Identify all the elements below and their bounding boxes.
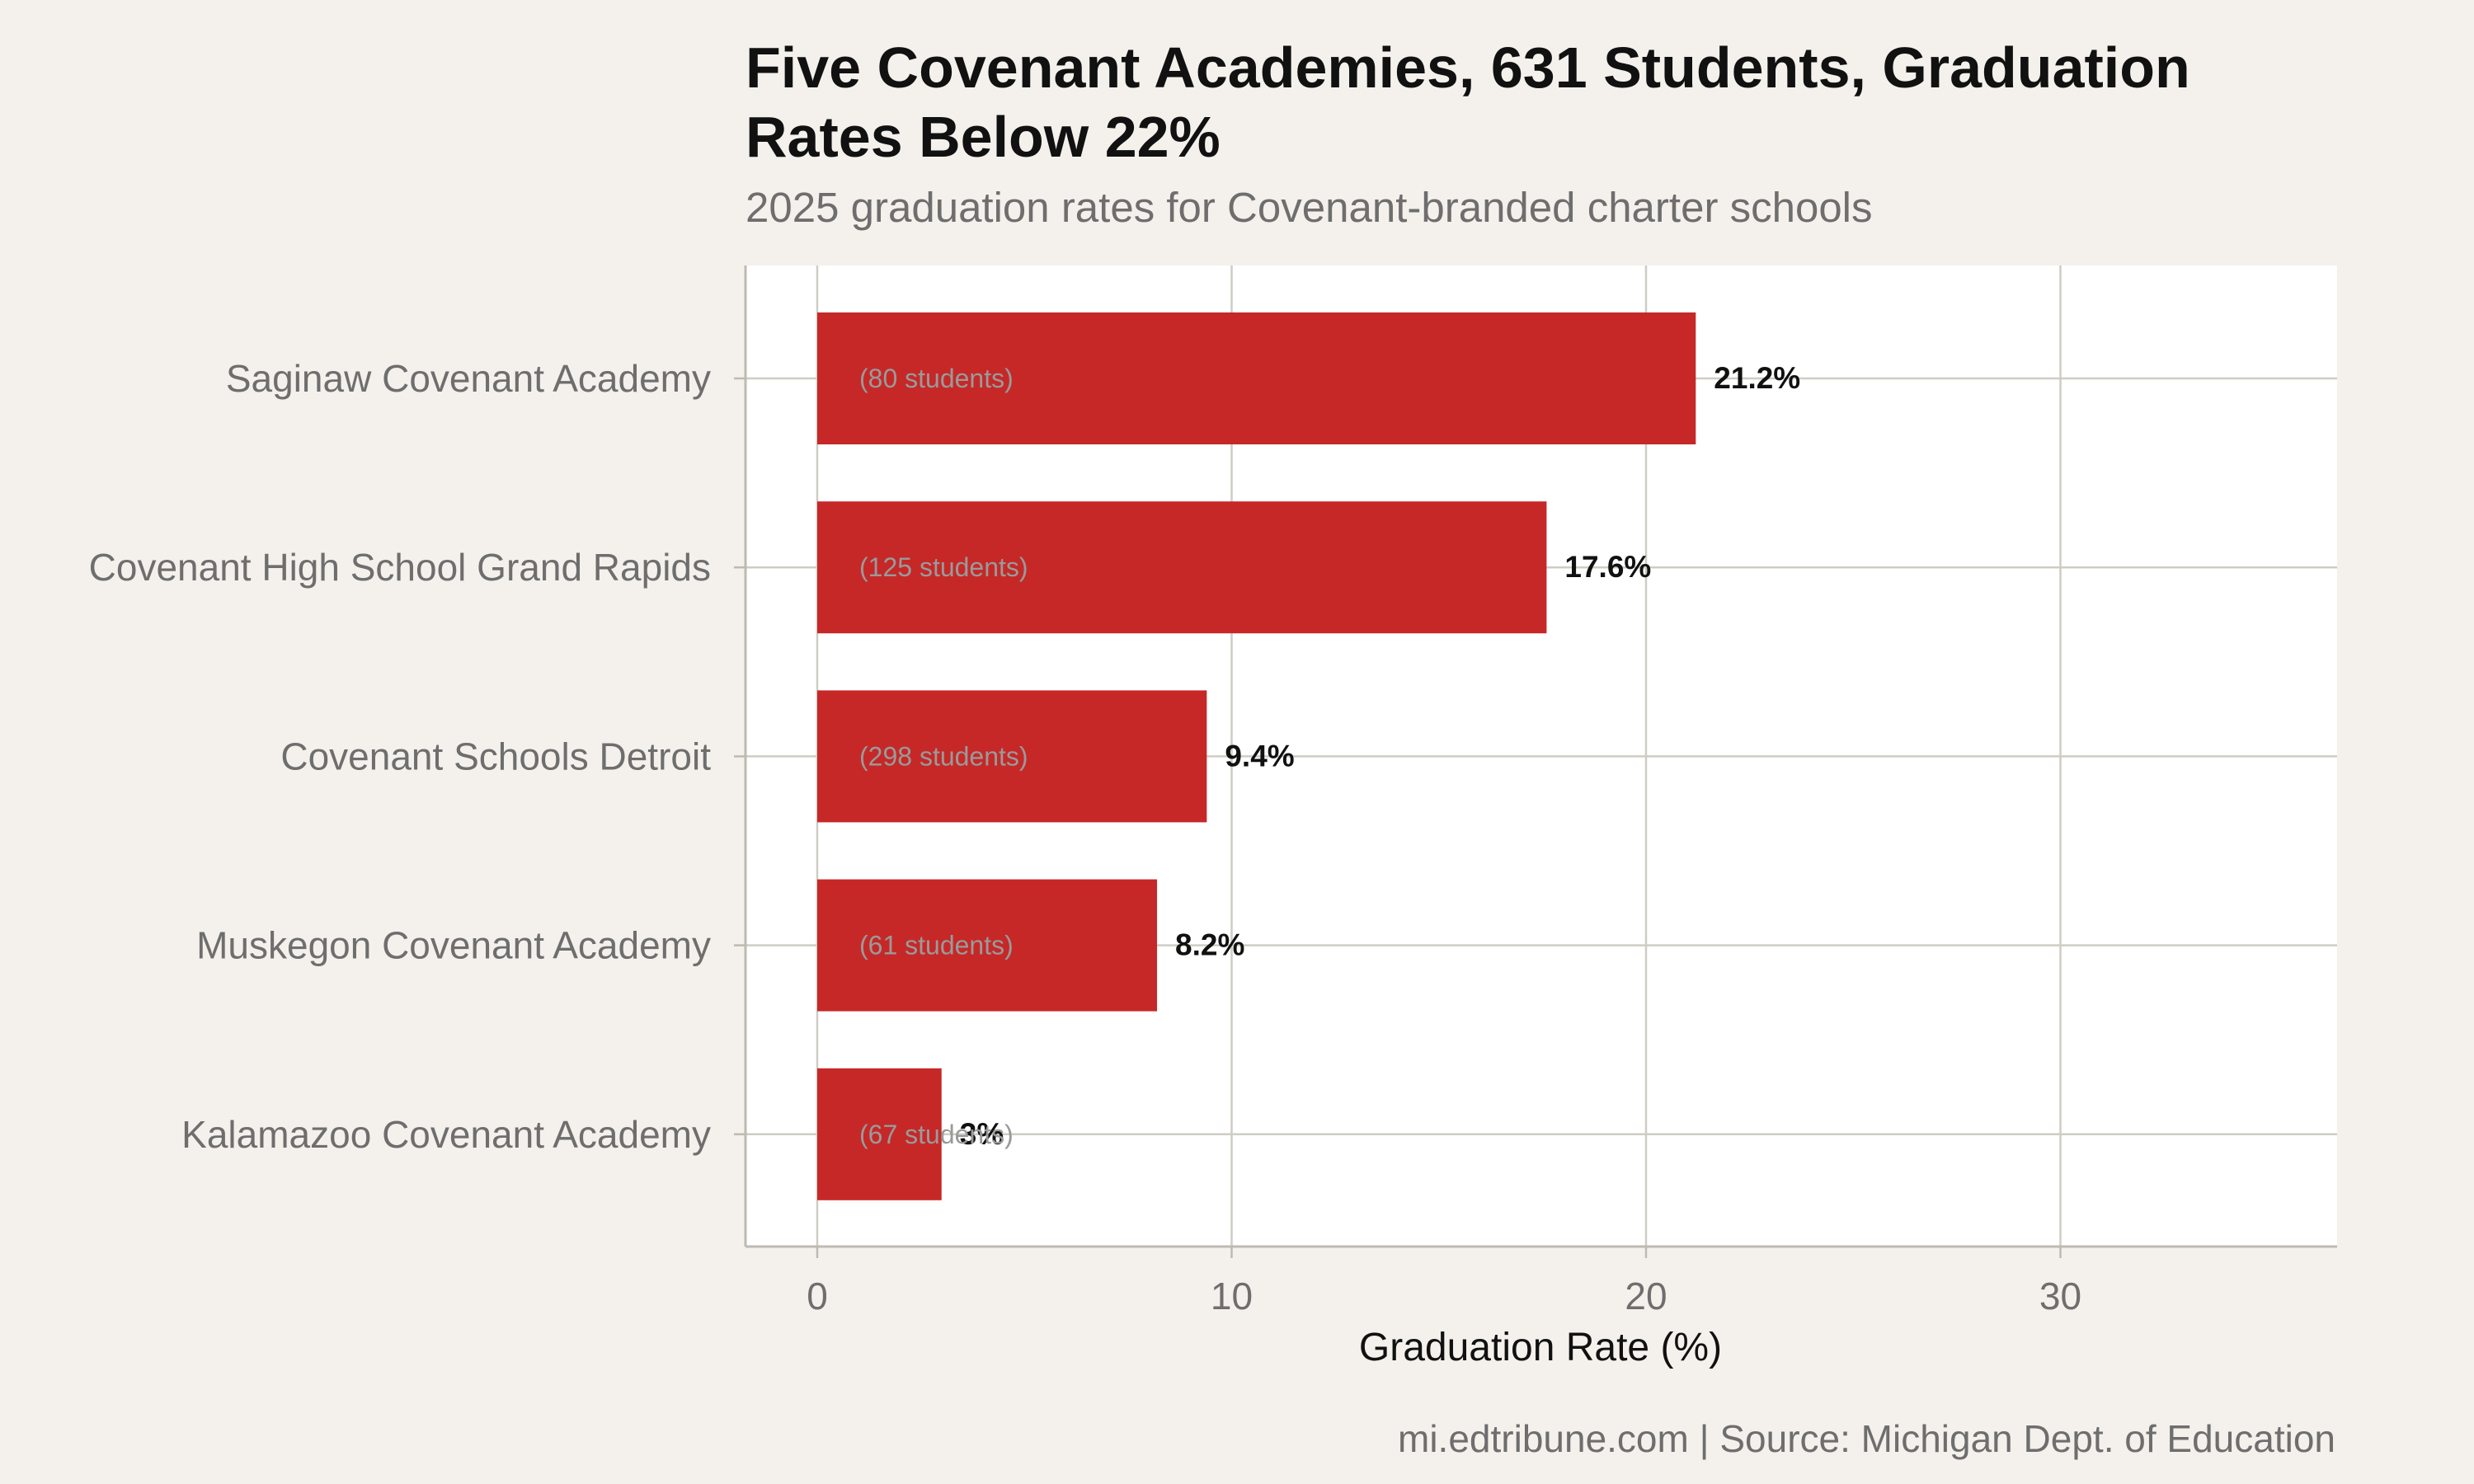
bar [817,690,1207,823]
bar [817,879,1158,1012]
category-label: Kalamazoo Covenant Academy [181,1113,711,1156]
bar [817,501,1547,634]
chart-title: Five Covenant Academies, 631 Students, G… [745,35,2190,169]
bar [817,312,1696,444]
bar-value-label: 21.2% [1714,361,1800,395]
x-tick-label: 0 [807,1275,828,1317]
axes: 0 10 20 30 Saginaw Covenant Academy Covenant … [89,265,2337,1317]
bar-student-label: (298 students) [859,741,1028,771]
chart-subtitle: 2025 graduation rates for Covenant-brand… [745,184,1873,231]
bars: 21.2% (80 students) 17.6% (125 students) 9.4… [817,312,1800,1200]
bar-student-label: (67 students) [859,1120,1014,1149]
bar [817,1068,942,1200]
bar-value-label: 17.6% [1564,550,1651,584]
bar-student-label: (61 students) [859,931,1014,960]
category-label: Saginaw Covenant Academy [226,357,711,400]
x-axis-label: Graduation Rate (%) [1359,1326,1722,1369]
bar-value-label: 8.2% [1175,928,1244,962]
x-tick-label: 20 [1625,1275,1667,1317]
bar-value-label: 3% [960,1117,1004,1151]
chart-caption: mi.edtribune.com | Source: Michigan Dept… [1398,1417,2335,1460]
bar-student-label: (80 students) [859,364,1014,393]
bar-student-label: (125 students) [859,552,1028,582]
x-tick-label: 10 [1211,1275,1253,1317]
category-label: Covenant Schools Detroit [280,735,711,777]
category-label: Muskegon Covenant Academy [196,924,711,967]
bar-value-label: 9.4% [1225,739,1294,773]
category-label: Covenant High School Grand Rapids [89,546,711,589]
x-tick-label: 30 [2039,1275,2081,1317]
